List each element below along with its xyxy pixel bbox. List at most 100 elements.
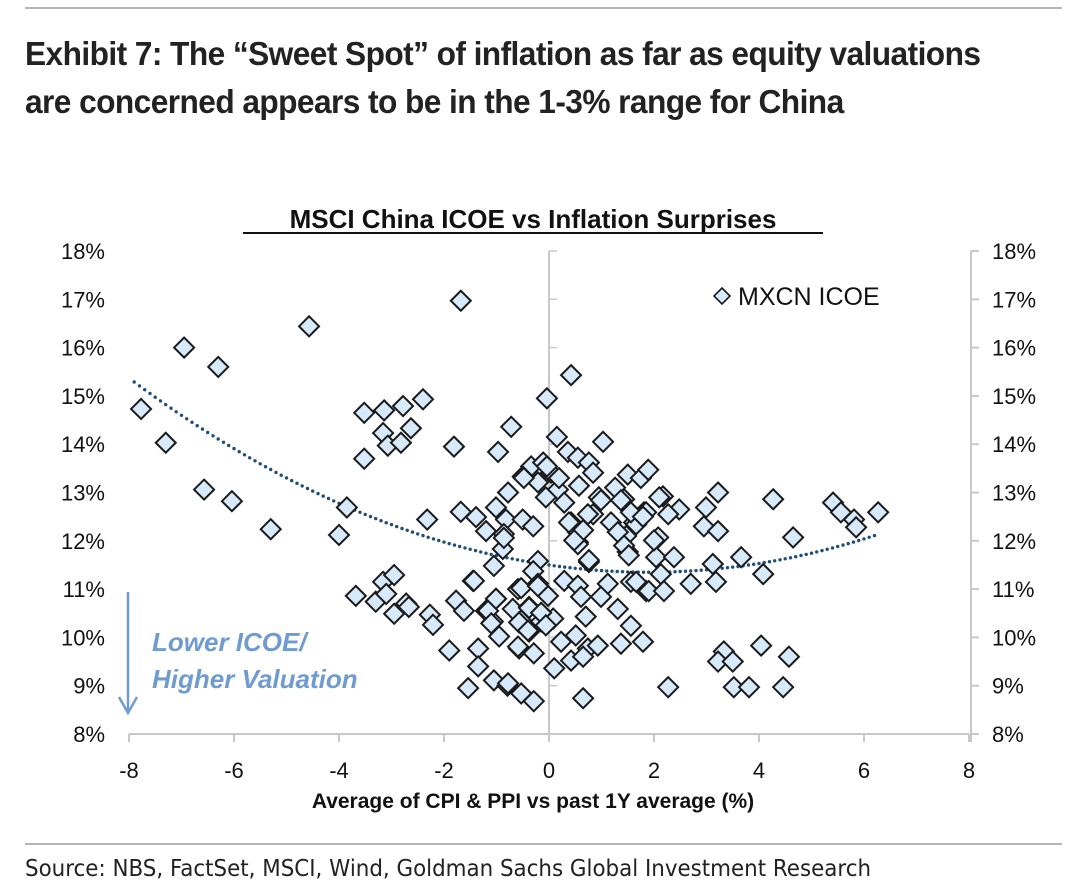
trendline-dot <box>295 481 299 485</box>
data-point <box>526 574 550 598</box>
data-point <box>372 398 396 422</box>
trendline-dot <box>316 491 320 496</box>
trendline-dot <box>311 489 315 493</box>
data-point <box>656 502 680 526</box>
y-tick-label-left: 15% <box>61 384 105 409</box>
data-point <box>636 458 660 482</box>
trendline-dot <box>227 443 231 448</box>
trendline-dot <box>510 557 514 561</box>
y-tick-label-right: 15% <box>992 384 1036 409</box>
y-tick-label-right: 12% <box>992 529 1036 554</box>
trendline-dot <box>484 551 488 555</box>
data-point <box>619 614 643 638</box>
trendline-dot <box>211 434 215 438</box>
data-point <box>606 597 630 621</box>
trendline-dot <box>731 565 735 569</box>
data-point <box>534 485 558 509</box>
data-point <box>545 425 569 449</box>
down-arrow-icon <box>117 696 139 716</box>
trendline-dot <box>773 559 777 563</box>
trendline-dot <box>332 499 336 503</box>
trendline-dot <box>479 550 483 554</box>
x-tick-label: 6 <box>858 758 870 783</box>
trendline-dot <box>400 526 404 531</box>
y-tick-label-left: 11% <box>63 577 105 602</box>
data-point <box>466 654 490 678</box>
trendline-dot <box>216 437 220 441</box>
data-point <box>474 519 498 543</box>
trendline-dot <box>148 391 152 396</box>
y-tick-label-left: 16% <box>61 336 105 361</box>
x-tick-label: 2 <box>648 758 660 783</box>
data-point <box>722 675 746 699</box>
trendline-dot <box>442 540 446 544</box>
data-point <box>679 572 703 596</box>
data-point <box>866 500 890 524</box>
trendline-dot <box>290 478 294 483</box>
trendline-dot <box>395 524 399 529</box>
data-point <box>552 491 576 515</box>
trendline-dot <box>641 570 646 574</box>
data-points <box>129 289 890 713</box>
data-point <box>206 355 230 379</box>
trendline-dot <box>862 537 866 541</box>
x-axis-labels: -8 -6 -4 -2 0 2 4 6 8 <box>119 758 975 783</box>
x-tick-label: -4 <box>329 758 349 783</box>
data-point <box>534 613 558 637</box>
data-point <box>631 630 655 654</box>
data-point <box>656 675 680 699</box>
trendline-dot <box>269 467 273 472</box>
x-tick-label: 8 <box>963 758 975 783</box>
trendline-dot <box>620 570 625 574</box>
data-point <box>382 602 406 626</box>
data-point <box>437 639 461 662</box>
trendline-dot <box>594 568 598 572</box>
data-point <box>569 585 593 609</box>
trendline-dot <box>179 413 184 417</box>
data-point <box>542 656 566 680</box>
trendline-dot <box>851 540 856 544</box>
data-point <box>521 514 545 538</box>
trendline-dot <box>263 465 268 469</box>
data-point <box>374 582 398 606</box>
trendline-dot <box>190 420 194 424</box>
trendline-dot <box>137 384 142 388</box>
trendline-dot <box>237 450 241 454</box>
y-tick-label-right: 17% <box>992 287 1036 312</box>
data-point <box>706 481 730 504</box>
data-point <box>382 563 406 587</box>
data-point <box>415 508 439 531</box>
y-tick-label-left: 18% <box>61 239 105 264</box>
trendline-dot <box>547 563 551 567</box>
data-point <box>484 587 508 611</box>
trendline-dot <box>788 556 793 560</box>
legend-label: MXCN ICOE <box>738 283 880 311</box>
y-tick-label-left: 10% <box>61 625 105 650</box>
y-tick-label-left: 13% <box>61 481 105 506</box>
exhibit-title: Exhibit 7: The “Sweet Spot” of inflation… <box>25 35 981 120</box>
y-tick-label-left: 12% <box>61 529 105 554</box>
data-point <box>522 641 546 665</box>
trendline-dot <box>689 569 693 573</box>
trendline-dot <box>804 552 808 557</box>
data-point <box>259 517 283 541</box>
data-point <box>512 466 536 490</box>
trendline-dot <box>321 494 325 498</box>
legend-diamond-icon <box>712 286 732 306</box>
trendline-dot <box>242 453 247 457</box>
data-point <box>499 415 523 439</box>
data-point <box>496 671 520 695</box>
trendline-dot <box>300 484 304 488</box>
data-point <box>589 488 613 512</box>
y-tick-label-right: 14% <box>992 432 1036 457</box>
trendline-dot <box>463 546 467 550</box>
trendline-dot <box>305 486 310 491</box>
data-point <box>344 584 368 608</box>
y-tick-label-right: 13% <box>992 481 1036 506</box>
data-point <box>617 543 641 567</box>
x-tick-label: -8 <box>119 758 139 783</box>
data-point <box>559 363 583 387</box>
trendline-dot <box>421 533 425 538</box>
data-point <box>479 611 503 635</box>
trendline-dot <box>489 552 493 557</box>
